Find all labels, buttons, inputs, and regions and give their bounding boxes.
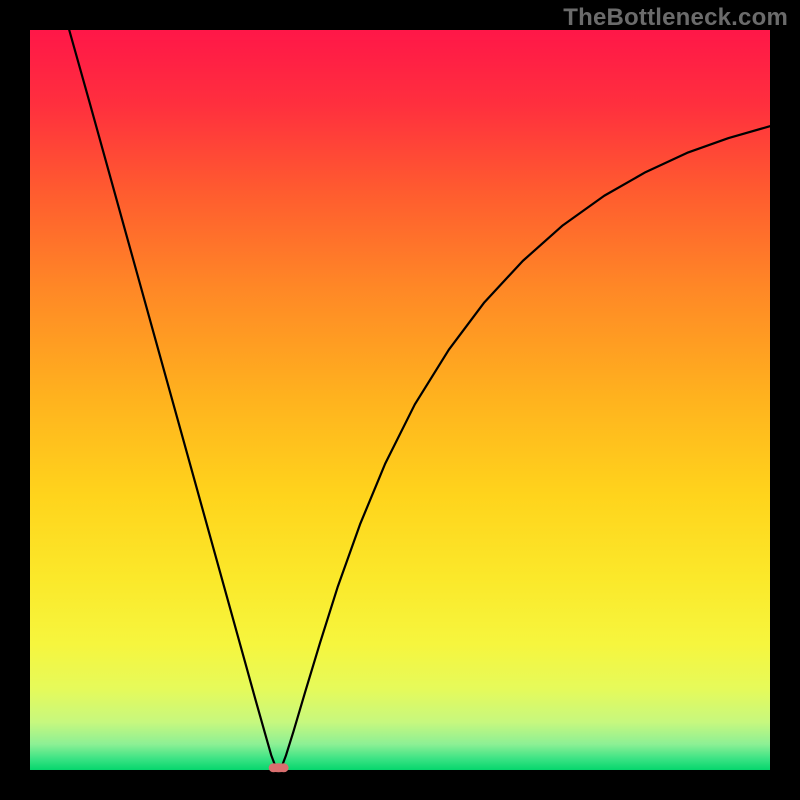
bottleneck-chart	[0, 0, 800, 800]
watermark-text: TheBottleneck.com	[563, 4, 788, 32]
minimum-marker-lobe	[279, 763, 289, 772]
chart-canvas	[0, 0, 800, 800]
minimum-marker-lobe	[269, 763, 279, 772]
plot-area	[30, 30, 770, 770]
